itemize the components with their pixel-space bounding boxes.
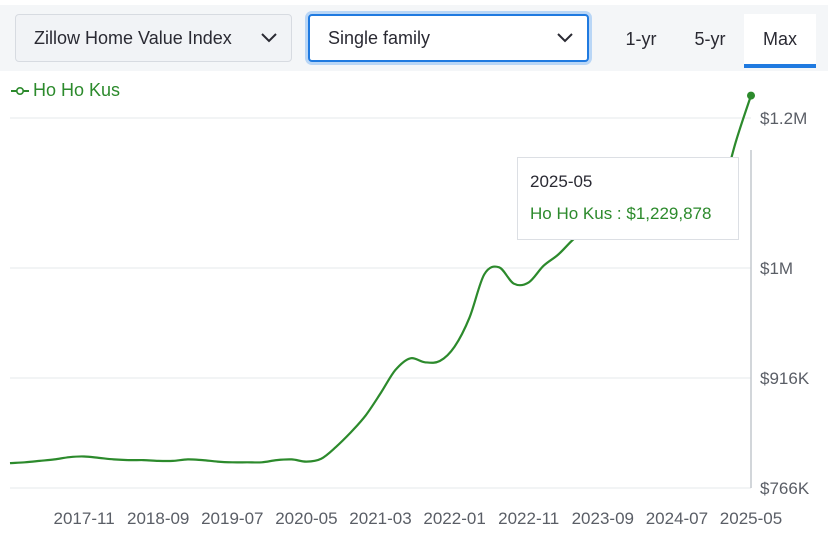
tab-max-label: Max (762, 28, 797, 49)
tab-max[interactable]: Max (744, 14, 816, 68)
x-tick-label: 2020-05 (275, 509, 337, 528)
tab-1-yr[interactable]: 1-yr (625, 28, 657, 49)
tooltip-series-label: Ho Ho Kus (530, 204, 613, 223)
tooltip-separator: : (612, 204, 627, 223)
home-type-dropdown-value: Single family (328, 27, 431, 48)
tab-5-yr[interactable]: 5-yr (694, 28, 726, 49)
legend-series-label: Ho Ho Kus (33, 80, 121, 100)
highlighted-data-point[interactable] (747, 91, 755, 100)
x-tick-label: 2017-11 (54, 509, 115, 528)
active-tab-indicator (744, 64, 816, 68)
chevron-down-icon (247, 33, 291, 43)
chevron-down-icon (543, 33, 587, 43)
x-tick-label: 2024-07 (646, 509, 708, 528)
x-tick-label: 2023-09 (572, 509, 634, 528)
tooltip-date: 2025-05 (530, 172, 593, 191)
metric-dropdown[interactable]: Zillow Home Value Index (15, 14, 292, 62)
legend-line-marker-icon (11, 86, 29, 95)
x-tick-label: 2019-07 (201, 509, 263, 528)
x-tick-label: 2021-03 (349, 509, 411, 528)
metric-dropdown-value: Zillow Home Value Index (34, 27, 232, 48)
x-tick-label: 2022-01 (423, 509, 485, 528)
tooltip-value: $1,229,878 (626, 204, 712, 223)
x-tick-label: 2018-09 (127, 509, 189, 528)
y-tick-label: $1.2M (760, 109, 807, 128)
chart-tooltip: 2025-05 Ho Ho Kus : $1,229,878 (517, 157, 739, 240)
y-tick-label: $766K (760, 479, 810, 498)
y-tick-label: $916K (760, 369, 810, 388)
x-tick-label: 2025-05 (720, 509, 782, 528)
x-tick-label: 2022-11 (498, 509, 559, 528)
home-type-dropdown[interactable]: Single family (308, 14, 589, 62)
series-line-ho-ho-kus[interactable] (9, 95, 753, 465)
y-tick-label: $1M (760, 259, 793, 278)
tooltip-value-line: Ho Ho Kus : $1,229,878 (530, 204, 726, 224)
chart-legend[interactable]: Ho Ho Kus (11, 80, 120, 101)
chart-toolbar: Zillow Home Value Index Single family 1-… (0, 0, 832, 72)
